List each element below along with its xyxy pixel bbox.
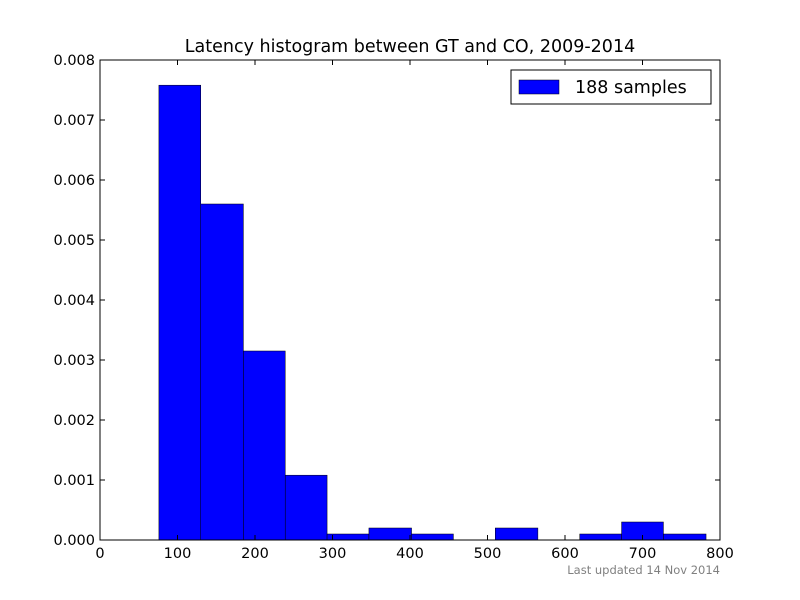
y-tick-label: 0.005 xyxy=(53,233,95,249)
y-tick-label: 0.002 xyxy=(53,413,95,429)
x-tick-label: 100 xyxy=(164,546,192,562)
x-tick-label: 700 xyxy=(629,546,657,562)
x-tick-label: 500 xyxy=(474,546,502,562)
histogram-bar xyxy=(368,527,412,541)
y-tick-label: 0.000 xyxy=(53,533,95,549)
y-tick-label: 0.001 xyxy=(53,473,95,489)
y-tick-label: 0.004 xyxy=(53,293,95,309)
legend-swatch xyxy=(518,79,560,95)
histogram-bar xyxy=(411,533,454,541)
x-axis: 0 100 200 300 400 500 600 700 800 xyxy=(95,60,734,562)
x-tick-label: 300 xyxy=(319,546,347,562)
y-tick-label: 0.003 xyxy=(53,353,95,369)
y-axis: 0.000 0.001 0.002 0.003 0.004 0.005 0.006 0.007… xyxy=(53,53,720,549)
y-tick-label: 0.007 xyxy=(53,113,95,129)
chart-title: Latency histogram between GT and CO, 200… xyxy=(185,37,635,57)
histogram-bar xyxy=(158,84,201,541)
x-tick-label: 400 xyxy=(396,546,424,562)
bars-layer xyxy=(158,84,707,541)
legend-label: 188 samples xyxy=(575,78,687,98)
x-tick-label: 600 xyxy=(551,546,579,562)
histogram-bar xyxy=(243,350,286,541)
legend: 188 samples xyxy=(510,69,712,105)
histogram-bar xyxy=(579,533,622,541)
histogram-bar xyxy=(284,474,328,541)
histogram-bar xyxy=(326,533,370,541)
last-updated-note: Last updated 14 Nov 2014 xyxy=(567,563,720,577)
y-tick-label: 0.006 xyxy=(53,173,95,189)
y-tick-label: 0.008 xyxy=(53,53,95,69)
x-tick-label: 0 xyxy=(95,546,104,562)
x-tick-label: 200 xyxy=(241,546,269,562)
x-tick-label: 800 xyxy=(706,546,734,562)
histogram-bar xyxy=(495,527,539,541)
histogram-bar xyxy=(663,533,707,541)
histogram-bar xyxy=(200,203,244,541)
